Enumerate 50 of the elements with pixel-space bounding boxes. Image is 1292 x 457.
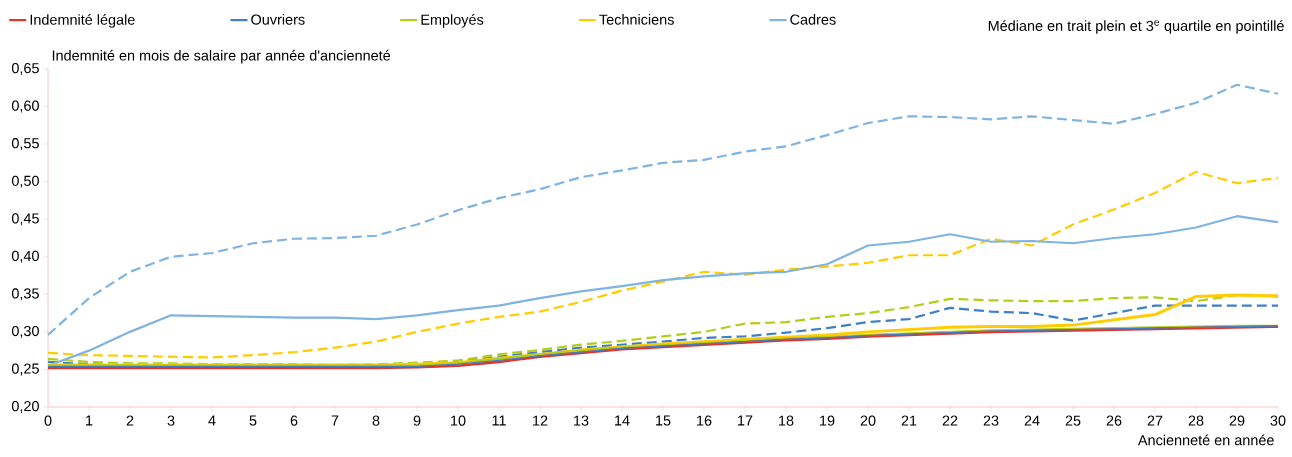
- x-tick-label: 24: [1024, 415, 1040, 426]
- x-tick-label: 17: [738, 415, 753, 426]
- x-tick-label: 7: [331, 415, 339, 426]
- y-tick-label: 0,35: [11, 288, 39, 301]
- legend-label: Indemnité légale: [30, 14, 135, 28]
- x-tick-label: 30: [1270, 415, 1286, 426]
- y-axis-title: Indemnité en mois de salaire par année d'ancienneté: [52, 49, 391, 64]
- x-tick-label: 5: [249, 415, 257, 426]
- x-tick-label: 29: [1229, 415, 1245, 426]
- x-tick-label: 11: [492, 415, 506, 426]
- x-tick-label: 23: [983, 415, 999, 426]
- x-tick-label: 22: [942, 415, 958, 426]
- x-tick-label: 0: [44, 415, 52, 426]
- x-tick-label: 13: [574, 415, 589, 426]
- x-tick-label: 9: [413, 415, 421, 426]
- x-tick-label: 19: [820, 415, 835, 426]
- legend-label: Cadres: [790, 14, 836, 25]
- x-tick-label: 2: [126, 415, 134, 426]
- y-tick-label: 0,65: [11, 63, 39, 75]
- x-tick-label: 3: [167, 415, 175, 426]
- legend-label: Ouvriers: [251, 14, 305, 25]
- text: Médiane en trait plein et 3$^{e}$ quartile en pointillé: [988, 20, 1284, 34]
- x-tick-label: 18: [779, 415, 794, 426]
- legend-label: Employés: [421, 14, 484, 28]
- line-series: [46, 83, 1280, 336]
- x-tick-label: 15: [656, 415, 671, 426]
- x-tick-label: 10: [451, 415, 466, 426]
- x-tick-label: 27: [1147, 415, 1163, 426]
- x-axis-title: Ancienneté en année: [1137, 434, 1274, 446]
- x-tick-label: 21: [901, 415, 917, 426]
- y-tick-label: 0,45: [11, 213, 39, 226]
- x-tick-label: 12: [533, 415, 548, 426]
- x-tick-label: 8: [372, 415, 380, 426]
- y-tick-label: 0,55: [11, 138, 39, 151]
- x-tick-label: 6: [290, 415, 298, 426]
- y-tick-label: 0,50: [11, 175, 39, 188]
- x-tick-label: 14: [615, 415, 630, 426]
- y-tick-label: 0,60: [11, 100, 39, 113]
- y-tick-label: 0,30: [11, 325, 39, 338]
- x-tick-label: 25: [1065, 415, 1081, 426]
- x-tick-label: 28: [1188, 415, 1204, 426]
- y-tick-label: 0,25: [11, 363, 39, 376]
- y-tick-label: 0,40: [11, 250, 39, 263]
- y-tick-label: 0,20: [11, 401, 39, 413]
- x-tick-label: 16: [697, 415, 712, 426]
- x-tick-label: 20: [860, 415, 876, 426]
- x-tick-label: 4: [208, 415, 216, 426]
- x-tick-label: 1: [86, 415, 93, 426]
- x-tick-label: 26: [1106, 415, 1122, 426]
- legend-label: Techniciens: [599, 14, 674, 25]
